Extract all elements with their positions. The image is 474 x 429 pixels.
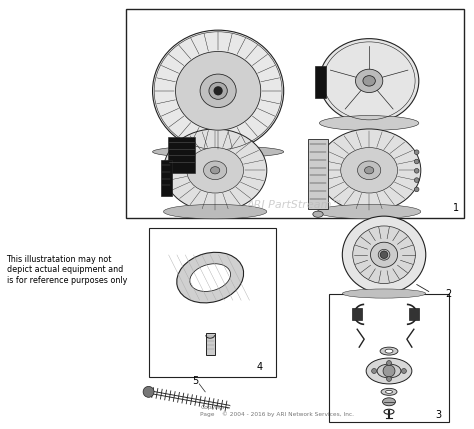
Ellipse shape — [378, 249, 390, 260]
Bar — [409, 308, 419, 320]
Ellipse shape — [164, 204, 267, 219]
Ellipse shape — [210, 167, 220, 174]
Bar — [206, 333, 215, 355]
Ellipse shape — [365, 167, 374, 174]
Text: 4: 4 — [257, 362, 263, 372]
Text: 5: 5 — [192, 376, 199, 386]
Circle shape — [414, 187, 419, 192]
Ellipse shape — [341, 148, 398, 193]
Ellipse shape — [190, 264, 230, 291]
Circle shape — [414, 159, 419, 164]
Ellipse shape — [357, 161, 381, 180]
Ellipse shape — [383, 398, 395, 406]
Text: 2: 2 — [446, 290, 452, 299]
Circle shape — [383, 365, 395, 377]
Bar — [126, 9, 464, 218]
Ellipse shape — [366, 358, 412, 384]
Ellipse shape — [385, 390, 392, 393]
Circle shape — [386, 376, 392, 381]
Ellipse shape — [313, 211, 323, 218]
Circle shape — [213, 86, 223, 95]
Circle shape — [143, 387, 154, 397]
Ellipse shape — [385, 349, 393, 353]
Circle shape — [414, 169, 419, 173]
Ellipse shape — [203, 161, 227, 180]
Ellipse shape — [318, 204, 421, 219]
Ellipse shape — [153, 146, 284, 158]
Circle shape — [401, 369, 406, 374]
Circle shape — [414, 178, 419, 182]
Circle shape — [386, 360, 392, 366]
Ellipse shape — [187, 148, 244, 193]
Ellipse shape — [342, 216, 426, 293]
Text: This illustratation may not
depict actual equipment and
is for reference purpose: This illustratation may not depict actua… — [7, 255, 127, 284]
Bar — [161, 160, 172, 196]
Text: ARI PartStream™: ARI PartStream™ — [246, 200, 343, 210]
Ellipse shape — [318, 129, 421, 211]
Ellipse shape — [177, 252, 244, 303]
Ellipse shape — [319, 116, 419, 130]
Ellipse shape — [380, 347, 398, 355]
Ellipse shape — [356, 69, 383, 93]
Ellipse shape — [377, 364, 401, 378]
Bar — [352, 308, 362, 320]
Ellipse shape — [200, 74, 236, 108]
Ellipse shape — [209, 82, 228, 100]
Bar — [148, 228, 276, 377]
Ellipse shape — [363, 76, 375, 86]
Circle shape — [414, 150, 419, 154]
Text: 1: 1 — [453, 203, 459, 213]
Ellipse shape — [342, 289, 426, 298]
Ellipse shape — [175, 51, 261, 130]
Bar — [316, 66, 327, 98]
Circle shape — [372, 369, 376, 374]
Bar — [308, 139, 328, 209]
Circle shape — [380, 251, 388, 259]
Ellipse shape — [371, 242, 398, 267]
Ellipse shape — [164, 129, 267, 211]
Ellipse shape — [353, 226, 415, 284]
Ellipse shape — [153, 30, 284, 151]
Text: 3: 3 — [436, 410, 442, 420]
Ellipse shape — [319, 39, 419, 123]
Bar — [168, 137, 195, 173]
Ellipse shape — [381, 388, 397, 395]
Bar — [329, 294, 448, 422]
Text: Copyright
Page    © 2004 - 2016 by ARI Network Services, Inc.: Copyright Page © 2004 - 2016 by ARI Netw… — [200, 405, 354, 417]
